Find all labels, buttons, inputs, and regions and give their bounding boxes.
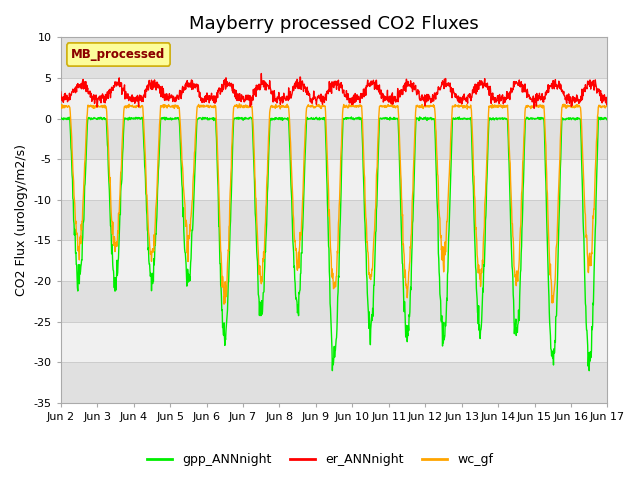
Bar <box>61 78 607 119</box>
Legend: gpp_ANNnight, er_ANNnight, wc_gf: gpp_ANNnight, er_ANNnight, wc_gf <box>142 448 498 471</box>
Bar <box>61 240 607 281</box>
Y-axis label: CO2 Flux (urology/m2/s): CO2 Flux (urology/m2/s) <box>15 144 28 296</box>
Bar <box>61 281 607 322</box>
Title: Mayberry processed CO2 Fluxes: Mayberry processed CO2 Fluxes <box>189 15 479 33</box>
Bar <box>61 322 607 362</box>
Bar <box>61 200 607 240</box>
Bar <box>61 37 607 78</box>
Bar <box>61 362 607 403</box>
Bar <box>61 159 607 200</box>
Bar <box>61 119 607 159</box>
Legend: MB_processed: MB_processed <box>67 43 170 66</box>
